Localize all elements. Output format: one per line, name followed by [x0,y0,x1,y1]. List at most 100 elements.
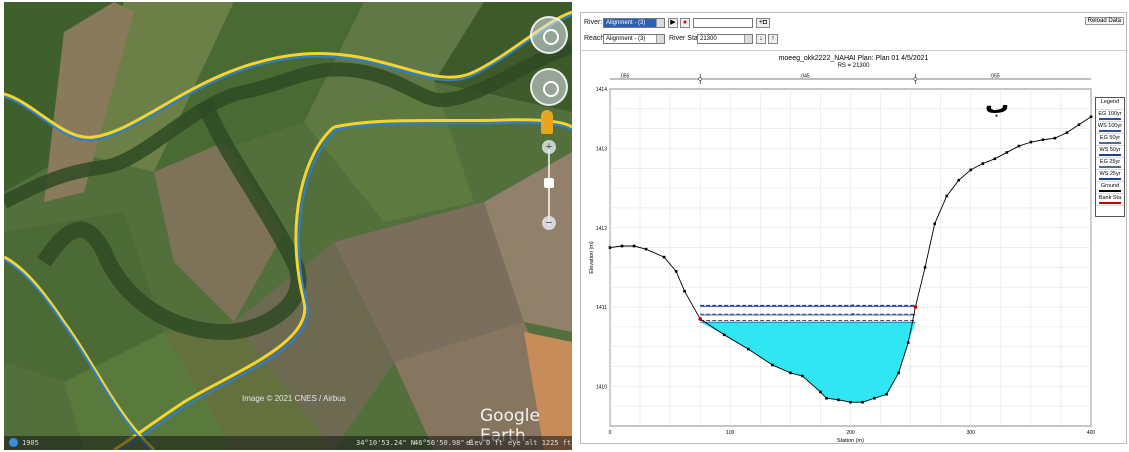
ground-point [897,371,900,375]
legend-items: EG 100yr WS 100yr EG 50yr WS 50yr EG 25yr WS … [1096,110,1124,206]
legend-swatch [1099,190,1121,192]
ground-point [933,222,936,226]
reach-label: Reach: [584,35,607,42]
legend-item-label: WS 50yr [1099,147,1121,153]
legend-item: EG 100yr [1096,110,1124,122]
ground-point [662,255,666,259]
ground-point [819,390,822,394]
bank-station-marker [698,317,702,321]
elevation-readout: 0 ft [486,439,503,447]
ground-point [837,398,840,402]
cross-section-window: River: Alignment - (3) ▶ ● +◘ Reach: Ali… [580,12,1127,444]
chevron-down-icon [656,19,664,27]
y-tick-label: 1414 [596,87,607,93]
ground-point [746,347,750,351]
x-tick-label: 0 [609,430,612,436]
manning-n-label: .045 [800,74,810,80]
manning-strip-marker [913,77,918,81]
legend-item: EG 25yr [1096,158,1124,170]
ground-point [969,168,973,172]
legend-item-label: Ground [1100,183,1120,189]
river-station-label: River Sta.: [669,35,702,42]
x-axis-title: Station (m) [837,438,864,443]
x-tick-label: 100 [726,430,735,436]
chart-legend: Legend EG 100yr WS 100yr EG 50yr WS 50yr EG … [1095,97,1125,217]
zoom-in-icon[interactable]: + [542,140,556,154]
ground-point [674,270,678,273]
ground-point [632,244,636,248]
zoom-slider[interactable]: + − [542,140,556,230]
record-icon[interactable]: ● [680,18,690,28]
ground-point [981,162,985,165]
ground-point [644,247,648,251]
ground-point [861,400,864,404]
legend-item-label: WS 25yr [1099,171,1121,177]
legend-item-label: EG 100yr [1098,111,1122,117]
river-label: River: [584,19,603,26]
tour-icon[interactable] [9,438,18,447]
zoom-out-icon[interactable]: − [542,216,556,230]
plot-subtitle: RS = 21300 [837,63,870,69]
reach-select[interactable]: Alignment - (3) [603,34,665,44]
panel-letter: ب [985,91,1010,119]
camera-icon[interactable]: +◘ [756,18,770,28]
legend-swatch [1099,166,1121,168]
ground-line [609,116,1092,403]
x-tick-label: 300 [967,430,976,436]
elevation-label: elev [466,439,483,447]
legend-swatch [1099,118,1121,120]
ground-point [849,400,852,404]
station-up-icon[interactable]: ↑ [768,34,778,44]
ground-point [801,374,804,378]
ground-point [945,194,948,198]
satellite-map[interactable]: + − Image © 2021 CNES / Airbus Google Ea… [4,2,572,450]
cross-section-toolbar: River: Alignment - (3) ▶ ● +◘ Reach: Ali… [581,13,1126,51]
ground-point [873,396,876,400]
legend-item: Bank Sta [1096,194,1124,206]
river-station-select[interactable]: 21300 [697,34,753,44]
ground-point [1089,115,1093,119]
plan-input[interactable] [693,18,753,28]
ground-point [1029,140,1033,144]
ground-point [993,157,997,161]
water-surface-marker [851,304,855,307]
imagery-credit: Image © 2021 CNES / Airbus [242,394,346,403]
legend-item: EG 50yr [1096,134,1124,146]
river-select-value: Alignment - (3) [606,20,646,26]
pegman-icon[interactable] [541,110,553,134]
legend-swatch [1099,154,1121,156]
legend-item-label: EG 50yr [1099,135,1121,141]
station-down-icon[interactable]: ↓ [756,34,766,44]
ground-point [1005,151,1009,154]
legend-item: WS 50yr [1096,146,1124,158]
tour-label: 1905 [22,439,39,447]
legend-title: Legend [1096,98,1124,110]
manning-n-label: .055 [990,74,1000,80]
river-select[interactable]: Alignment - (3) [603,18,665,28]
chevron-down-icon [744,35,752,43]
navigation-compass-icon[interactable] [530,16,568,54]
eye-altitude-readout: eye alt 1225 ft [508,439,572,447]
ground-point [957,178,961,182]
ground-point [722,333,726,337]
manning-n-label: .055 [620,74,630,80]
ground-point [789,371,792,375]
y-tick-label: 1411 [596,305,607,311]
zoom-knob[interactable] [544,178,554,188]
chevron-down-icon [656,35,664,43]
legend-item: WS 100yr [1096,122,1124,134]
y-tick-label: 1410 [596,384,607,390]
look-around-icon[interactable] [530,68,568,106]
legend-swatch [1099,178,1121,180]
legend-item-label: Bank Sta [1098,195,1122,201]
legend-item-label: EG 25yr [1099,159,1121,165]
satellite-imagery [4,2,572,450]
play-icon[interactable]: ▶ [668,18,678,28]
water-surface-marker [851,312,855,316]
legend-swatch [1099,130,1121,132]
reload-data-button[interactable]: Reload Data [1084,17,1124,25]
status-bar: 1905 34°10'53.24" N 46°56'50.98" E elev … [4,436,572,450]
legend-item: Ground [1096,182,1124,194]
ground-point [1053,136,1057,140]
legend-item: WS 25yr [1096,170,1124,182]
